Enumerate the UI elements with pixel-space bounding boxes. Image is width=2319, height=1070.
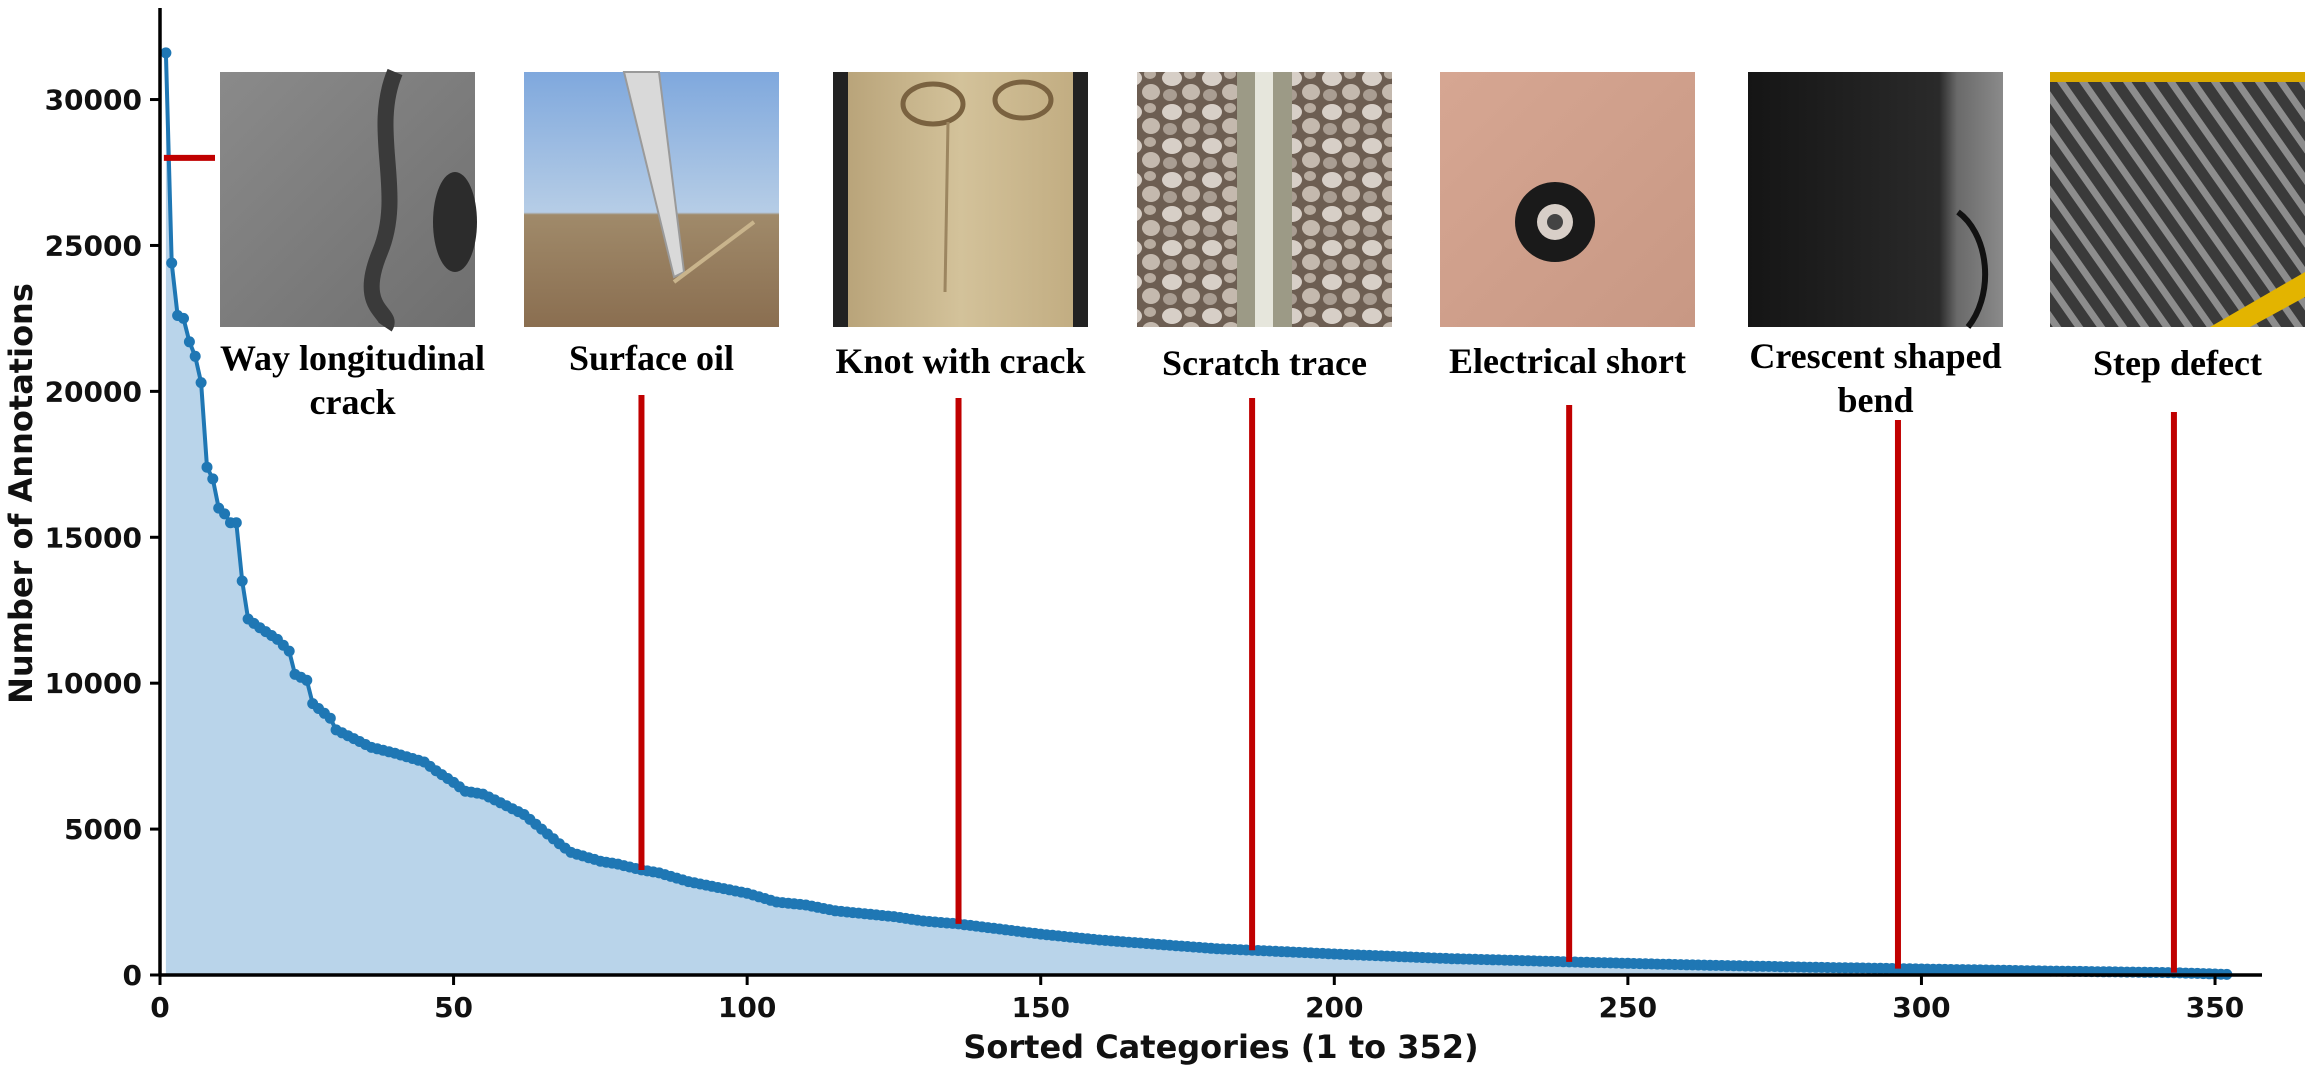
asphalt-crack-photo xyxy=(220,68,477,332)
data-point xyxy=(324,712,336,724)
annotation-3: Knot with crack xyxy=(833,72,1088,924)
metal-bend-photo xyxy=(1748,72,2003,329)
data-point xyxy=(195,377,207,389)
y-tick-label: 25000 xyxy=(45,229,142,262)
data-point xyxy=(301,674,313,686)
data-point xyxy=(230,517,242,529)
data-point xyxy=(219,508,231,520)
data-point xyxy=(236,575,248,587)
x-tick-label: 50 xyxy=(434,991,473,1024)
y-tick-label: 20000 xyxy=(45,375,142,408)
data-point xyxy=(201,461,213,473)
y-axis-title: Number of Annotations xyxy=(2,283,40,704)
x-tick-label: 0 xyxy=(150,991,169,1024)
annotation-2: Surface oil xyxy=(524,71,779,870)
x-tick-label: 300 xyxy=(1892,991,1950,1024)
y-tick-label: 15000 xyxy=(45,521,142,554)
pcb-pad-photo xyxy=(1440,72,1695,327)
wood-knot-photo xyxy=(833,72,1088,327)
annotation-label: Surface oil xyxy=(569,338,734,378)
data-point xyxy=(207,473,219,485)
x-tick-label: 100 xyxy=(718,991,776,1024)
annotation-label: Way longitudinal xyxy=(220,338,485,378)
annotation-label: Electrical short xyxy=(1449,341,1686,381)
wind-turbine-blade-photo xyxy=(524,71,779,327)
area-fill xyxy=(165,52,2227,975)
x-axis-title: Sorted Categories (1 to 352) xyxy=(963,1028,1478,1066)
annotation-label: Crescent shaped xyxy=(1749,336,2001,376)
x-tick-label: 150 xyxy=(1011,991,1069,1024)
x-tick-label: 350 xyxy=(2186,991,2244,1024)
annotation-label: bend xyxy=(1837,380,1913,420)
annotation-label: Step defect xyxy=(2093,343,2262,383)
ribbed-surface-photo xyxy=(2050,72,2305,327)
data-point xyxy=(178,312,189,324)
data-point xyxy=(166,257,178,269)
y-tick-label: 0 xyxy=(123,959,142,992)
annotation-label: Scratch trace xyxy=(1162,343,1367,383)
data-point xyxy=(189,350,201,362)
annotation-7: Step defect xyxy=(2050,72,2305,973)
annotation-label: Knot with crack xyxy=(836,341,1086,381)
data-point xyxy=(160,47,172,59)
annotation-label: crack xyxy=(310,382,396,422)
x-tick-label: 250 xyxy=(1599,991,1657,1024)
data-point xyxy=(283,645,295,657)
y-tick-label: 5000 xyxy=(64,813,142,846)
railway-track-photo xyxy=(1137,72,1392,327)
data-point xyxy=(183,336,195,348)
x-tick-label: 200 xyxy=(1305,991,1363,1024)
y-tick-label: 10000 xyxy=(45,667,142,700)
annotation-4: Scratch trace xyxy=(1137,72,1392,951)
annotation-5: Electrical short xyxy=(1440,72,1695,962)
y-tick-label: 30000 xyxy=(45,84,142,117)
